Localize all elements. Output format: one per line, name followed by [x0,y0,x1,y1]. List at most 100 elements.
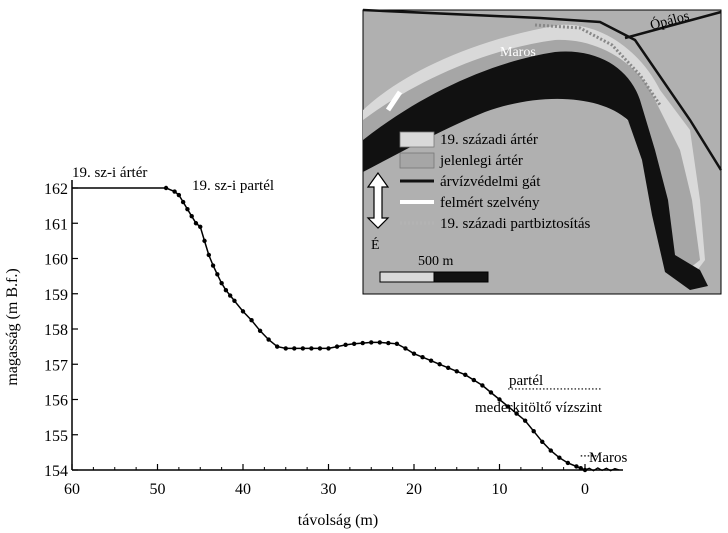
profile-point [266,337,271,342]
profile-point [574,464,579,469]
profile-point [420,355,425,360]
profile-point [463,372,468,378]
x-tick-label: 50 [150,481,166,498]
y-tick-label: 160 [44,252,68,269]
profile-point [215,272,220,277]
legend-label: árvízvédelmi gát [440,174,541,190]
profile-point [275,344,280,349]
x-tick-label: 40 [235,481,251,498]
plot-area: 60 50 40 30 20 10 0 154 155 156 157 158 159 160 161 16… [44,180,623,498]
profile-point [176,192,182,198]
legend-label: felmért szelvény [440,195,540,211]
profile-point [227,293,233,298]
annotation-bank-edge: partél [509,373,543,389]
profile-point [189,214,194,219]
profile-point [180,199,186,205]
y-tick-label: 155 [44,428,68,445]
profile-point [471,377,477,383]
profile-point [283,346,288,351]
profile-point [454,369,459,374]
profile-point [210,263,216,268]
x-tick-label: 20 [406,481,422,498]
profile-point [386,340,391,346]
profile-point [232,298,237,303]
y-ticks: 154 155 156 157 158 159 160 161 162 [44,181,78,480]
profile-point [317,346,323,351]
scale-label: 500 m [418,254,454,269]
profile-point [292,346,297,351]
profile-point [582,467,588,473]
opalos-road [624,10,722,40]
legend-label: jelenlegi ártér [439,153,523,169]
profile-point [369,340,374,345]
annotation-river: Maros [589,450,627,466]
profile-point [240,309,246,314]
profile-point [394,341,400,347]
profile-point [172,189,177,194]
annotation-19th-bank: 19. sz-i partél [192,178,274,194]
legend-swatch [399,131,435,148]
scale-bar-dark [433,271,489,283]
profile-points [163,185,588,473]
profile-point [522,418,528,423]
profile-point [219,280,224,286]
profile-point [497,397,502,402]
profile-point [193,221,199,226]
legend-label: 19. századi ártér [440,132,538,148]
legend-swatch [399,152,435,169]
profile-point [480,383,485,388]
profile-point [437,362,442,367]
inset-map: Maros Ópálos 19. századi ártérjelenlegi … [362,7,723,295]
annotation-19th-floodplain: 19. sz-i ártér [72,165,147,181]
profile-point [257,328,263,333]
profile-point [488,390,494,395]
profile-point [343,342,348,348]
profile-point [351,341,357,347]
annotation-bankfull: mederkitöltő vízszint [475,400,603,416]
x-ticks: 60 50 40 30 20 10 0 [64,464,589,498]
map-river-label: Maros [500,45,536,60]
profile-point [377,340,382,345]
flood-levee [362,8,723,171]
profile-point [163,185,169,191]
y-tick-label: 159 [44,287,68,304]
profile-point [309,346,314,351]
profile-point [578,466,583,471]
x-tick-label: 0 [581,481,589,498]
profile-point [540,439,545,444]
profile-point [557,455,562,460]
x-axis-label: távolság (m) [298,512,378,529]
profile-point [249,317,254,323]
bank-protection-19th [534,23,662,106]
profile-point [206,252,211,258]
profile-point [548,448,553,453]
river-waterline [584,467,620,472]
y-tick-label: 156 [44,393,68,410]
y-tick-label: 157 [44,357,68,374]
y-tick-label: 161 [44,216,68,233]
profile-point [198,224,203,229]
profile-point [334,344,340,349]
legend-label: 19. századi partbiztosítás [440,216,591,232]
y-axis-label: magasság (m B.f.) [4,268,21,385]
river-maros [363,51,708,290]
reference-lines [508,388,603,457]
x-tick-label: 30 [321,481,337,498]
profile-point [565,460,571,466]
x-tick-label: 60 [64,481,80,498]
profile-point [326,346,331,351]
profile-point [411,351,417,356]
profile-point [223,288,229,293]
profile-point [403,346,408,351]
profile-point [185,206,190,212]
surveyed-section-marker [385,90,403,112]
scale-bar-light [379,271,435,283]
profile-point [531,429,536,434]
y-tick-label: 158 [44,322,68,339]
north-arrow-icon [366,171,390,229]
profile-point [428,358,434,363]
map-legend: 19. századi ártér jelenlegi ártér árvízvéd… [399,131,591,232]
x-tick-label: 10 [492,481,508,498]
profile-point [360,340,365,346]
